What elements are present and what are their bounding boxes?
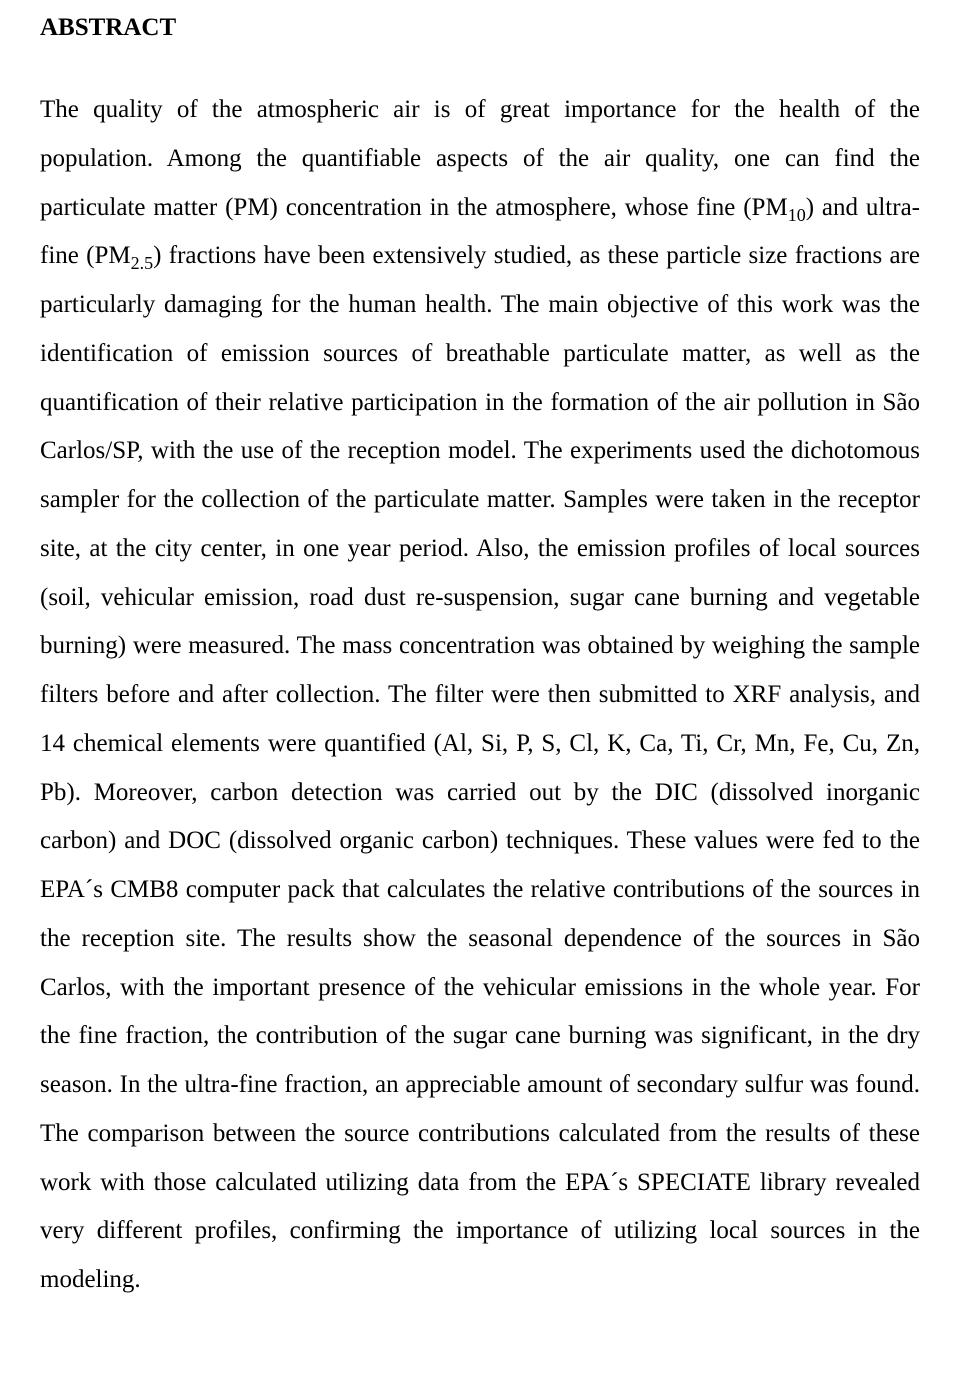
subscript-text: 2.5 (131, 253, 154, 273)
abstract-heading: ABSTRACT (40, 14, 920, 42)
abstract-body: The quality of the atmospheric air is of… (40, 86, 920, 1305)
subscript-text: 10 (788, 205, 806, 225)
abstract-paragraph: The quality of the atmospheric air is of… (40, 86, 920, 1305)
